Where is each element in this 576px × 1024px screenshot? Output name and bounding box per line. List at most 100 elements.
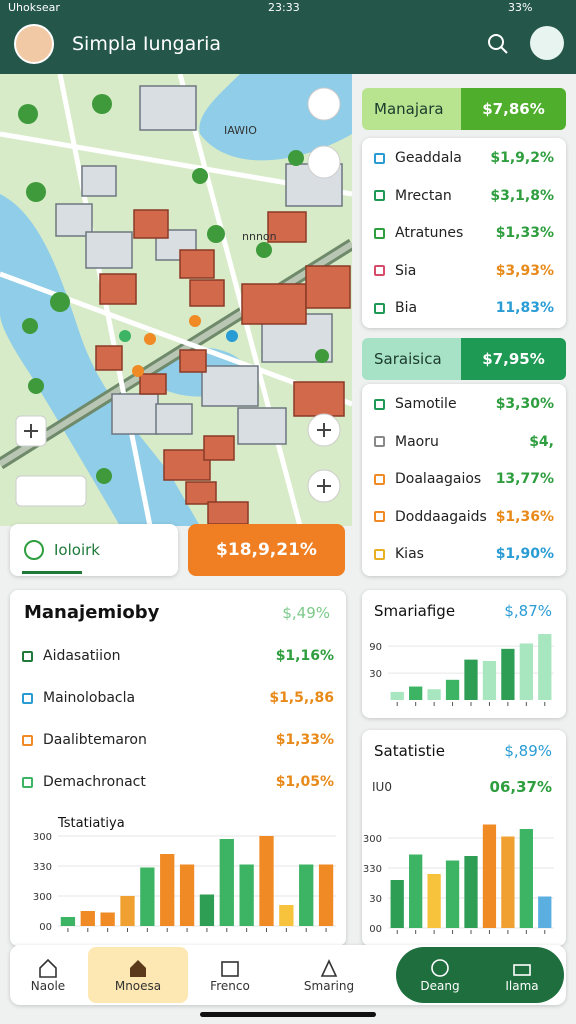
row-value: $1,5,,86 bbox=[269, 690, 334, 706]
bar bbox=[519, 829, 533, 928]
bar bbox=[519, 643, 533, 700]
row-label: Doddaagaids bbox=[395, 508, 487, 525]
list-row[interactable]: Aidasatiion $1,16% bbox=[22, 644, 334, 668]
carrier: Uhoksear bbox=[8, 1, 60, 14]
panel-list: Samotile $3,30% Maoru $4, Doalaagaios 13,77% D… bbox=[362, 384, 566, 576]
list-row[interactable]: Bia 11,83% bbox=[374, 296, 554, 320]
bar bbox=[464, 856, 478, 928]
y-tick-label: 00 bbox=[39, 922, 52, 933]
nav-primary-bg bbox=[396, 947, 564, 1003]
row-icon bbox=[22, 734, 33, 746]
bar bbox=[538, 634, 552, 700]
map[interactable]: IAWIO nnnon bbox=[0, 74, 352, 526]
row-label: Demachronact bbox=[43, 774, 146, 790]
panel-value: $7,86% bbox=[461, 88, 566, 130]
bar bbox=[219, 839, 234, 926]
list-row[interactable]: Mainolobacla $1,5,,86 bbox=[22, 686, 334, 710]
list-row[interactable]: Doddaagaids $1,36% bbox=[374, 505, 554, 529]
row-value: $1,16% bbox=[275, 648, 334, 664]
list-row[interactable]: Doalaagaios 13,77% bbox=[374, 467, 554, 491]
y-tick-label: 300 bbox=[33, 892, 52, 903]
bar bbox=[279, 905, 294, 926]
bar bbox=[409, 854, 423, 928]
row-icon bbox=[22, 692, 33, 704]
list-row[interactable]: Sia $3,93% bbox=[374, 259, 554, 283]
y-tick-label: 30 bbox=[369, 669, 382, 680]
nav-item[interactable]: Smaring bbox=[296, 945, 362, 1005]
nav-item[interactable]: Mnoesa bbox=[108, 945, 168, 1005]
bar bbox=[259, 836, 274, 926]
y-tick-label: 300 bbox=[363, 834, 382, 845]
row-value: $1,05% bbox=[275, 774, 334, 790]
app-bar: Uhoksear 23:33 33% Simpla Iungaria bbox=[0, 0, 576, 74]
list-row[interactable]: Atratunes $1,33% bbox=[374, 221, 554, 245]
nav-item[interactable]: Deang bbox=[410, 945, 470, 1005]
bar bbox=[60, 917, 76, 926]
panel-value: $7,95% bbox=[461, 338, 566, 380]
summary-card: Manajemioby $,49% Tstatiatiya 00 300 330 30… bbox=[10, 590, 346, 946]
row-value: $3,30% bbox=[495, 396, 554, 412]
list-row[interactable]: Demachronact $1,05% bbox=[22, 770, 334, 794]
row-label: Doalaagaios bbox=[395, 471, 482, 487]
map-card[interactable]: Ioloirk bbox=[10, 524, 178, 576]
list-row[interactable]: Daalibtemaron $1,33% bbox=[22, 728, 334, 752]
bar bbox=[318, 864, 334, 926]
row-value: $1,36% bbox=[495, 508, 554, 525]
row-icon bbox=[374, 473, 385, 485]
bar bbox=[501, 836, 515, 928]
y-tick-label: 330 bbox=[363, 864, 382, 875]
list-row[interactable]: Mrectan $3,1,8% bbox=[374, 184, 554, 208]
nav-item[interactable]: Ilama bbox=[492, 945, 552, 1005]
chart-title: Tstatiatiya bbox=[58, 816, 125, 831]
bar bbox=[538, 896, 552, 928]
chart-subvalue: 06,37% bbox=[489, 778, 552, 796]
profile-icon[interactable] bbox=[530, 26, 564, 60]
bar bbox=[100, 912, 115, 926]
row-label: Mrectan bbox=[395, 187, 452, 204]
row-value: $1,90% bbox=[495, 546, 554, 562]
row-label: Atratunes bbox=[395, 225, 464, 241]
nav-label: Ilama bbox=[505, 979, 539, 993]
row-value: 11,83% bbox=[495, 300, 554, 316]
list-row[interactable]: Samotile $3,30% bbox=[374, 392, 554, 416]
time: 23:33 bbox=[268, 1, 300, 14]
search-icon[interactable] bbox=[486, 32, 510, 56]
row-label: Aidasatiion bbox=[43, 648, 121, 664]
row-icon bbox=[374, 302, 385, 314]
row-icon bbox=[374, 436, 385, 447]
y-tick-label: 330 bbox=[33, 862, 52, 873]
map-label: IAWIO bbox=[224, 124, 257, 137]
bar bbox=[120, 896, 135, 926]
row-icon bbox=[374, 190, 385, 201]
bar bbox=[160, 854, 175, 926]
nav-item[interactable]: Naole bbox=[20, 945, 76, 1005]
map-label: nnnon bbox=[242, 230, 277, 243]
list-row[interactable]: Kias $1,90% bbox=[374, 542, 554, 566]
chart-value: $,89% bbox=[504, 742, 552, 760]
list-row[interactable]: Geaddala $1,9,2% bbox=[374, 146, 554, 170]
chart-subtitle: IU0 bbox=[372, 780, 392, 794]
row-icon bbox=[374, 227, 385, 239]
app-title: Simpla Iungaria bbox=[72, 33, 221, 55]
row-label: Kias bbox=[395, 546, 424, 562]
bar bbox=[464, 659, 478, 700]
bar bbox=[140, 867, 155, 926]
bar bbox=[445, 679, 460, 700]
bar bbox=[409, 686, 423, 700]
nav-item[interactable]: Frenco bbox=[200, 945, 260, 1005]
bar bbox=[482, 824, 497, 928]
avatar[interactable] bbox=[14, 24, 54, 64]
row-icon bbox=[22, 776, 33, 788]
row-value: 13,77% bbox=[495, 471, 554, 487]
map-button[interactable]: $18,9,21% bbox=[188, 524, 345, 576]
chart-title: Smariafige bbox=[374, 602, 456, 620]
nav-label: Naole bbox=[30, 979, 66, 993]
row-value: $1,33% bbox=[275, 732, 334, 748]
chart: 00 300 330 300 bbox=[33, 832, 336, 933]
row-value: $3,93% bbox=[495, 262, 554, 279]
list-row[interactable]: Maoru $4, bbox=[374, 430, 554, 454]
map-card-icon bbox=[24, 540, 44, 560]
chart-card: Smariafige $,87% 30 90 bbox=[362, 590, 566, 718]
chart-value: $,87% bbox=[504, 602, 552, 620]
